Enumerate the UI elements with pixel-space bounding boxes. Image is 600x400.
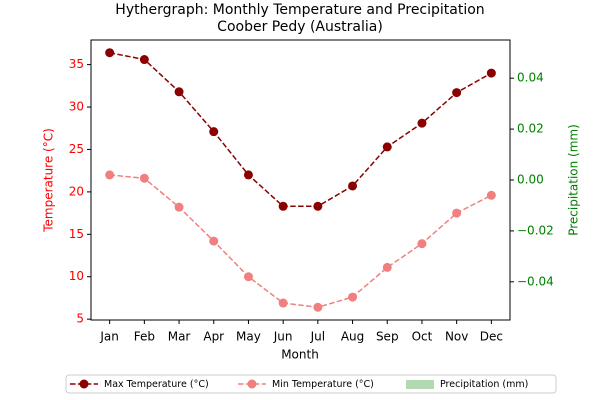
y-tick-label: 15 xyxy=(69,227,84,241)
legend-patch xyxy=(406,380,434,389)
x-tick-label: Aug xyxy=(341,330,364,344)
legend-label: Max Temperature (°C) xyxy=(104,379,209,390)
marker xyxy=(105,170,115,180)
marker xyxy=(174,202,184,212)
marker xyxy=(278,298,288,308)
marker xyxy=(174,87,184,97)
x-tick-label: Jan xyxy=(99,330,119,344)
marker xyxy=(139,173,149,183)
x-tick-label: Oct xyxy=(412,330,433,344)
legend-label: Min Temperature (°C) xyxy=(272,379,374,390)
plot-frame xyxy=(90,39,511,321)
marker xyxy=(139,55,149,65)
marker xyxy=(313,302,323,312)
x-tick-label: Dec xyxy=(480,330,503,344)
marker xyxy=(243,170,253,180)
chart-title: Hythergraph: Monthly Temperature and Pre… xyxy=(115,2,484,18)
marker xyxy=(417,118,427,128)
marker xyxy=(382,142,392,152)
marker xyxy=(417,239,427,249)
y-axis-label: Temperature (°C) xyxy=(42,128,56,233)
y2-tick-label: −0.04 xyxy=(517,274,554,288)
marker xyxy=(243,272,253,282)
legend-marker xyxy=(247,379,257,389)
y2-tick-label: 0.04 xyxy=(517,71,544,85)
y-tick-label: 30 xyxy=(69,100,84,114)
x-tick-label: Mar xyxy=(168,330,191,344)
x-tick-label: Jul xyxy=(310,330,325,344)
marker xyxy=(105,48,115,58)
x-tick-label: Nov xyxy=(445,330,468,344)
marker xyxy=(452,208,462,218)
legend-marker xyxy=(79,379,89,389)
y2-tick-label: −0.02 xyxy=(517,223,554,237)
marker xyxy=(348,292,358,302)
marker xyxy=(348,181,358,191)
marker xyxy=(382,262,392,272)
marker xyxy=(278,201,288,211)
x-tick-label: Jun xyxy=(273,330,293,344)
marker xyxy=(486,190,496,200)
marker xyxy=(486,68,496,78)
legend-frame xyxy=(65,374,557,394)
y-tick-label: 10 xyxy=(69,269,84,283)
marker xyxy=(209,236,219,246)
y-tick-label: 5 xyxy=(76,312,84,326)
x-tick-label: Sep xyxy=(376,330,399,344)
y-tick-label: 20 xyxy=(69,184,84,198)
x-tick-label: Feb xyxy=(134,330,155,344)
y2-tick-label: 0.00 xyxy=(517,173,544,187)
line xyxy=(109,174,492,309)
legend-label: Precipitation (mm) xyxy=(440,379,528,390)
x-axis-label: Month xyxy=(281,348,319,362)
chart-subtitle: Coober Pedy (Australia) xyxy=(217,19,383,35)
line xyxy=(109,51,492,208)
y2-tick-label: 0.02 xyxy=(517,122,544,136)
marker xyxy=(209,127,219,137)
y2-axis-label: Precipitation (mm) xyxy=(567,124,581,236)
y-tick-label: 25 xyxy=(69,142,84,156)
marker xyxy=(313,201,323,211)
marker xyxy=(452,88,462,98)
y-tick-label: 35 xyxy=(69,57,84,71)
x-tick-label: Apr xyxy=(203,330,224,344)
x-tick-label: May xyxy=(236,330,261,344)
